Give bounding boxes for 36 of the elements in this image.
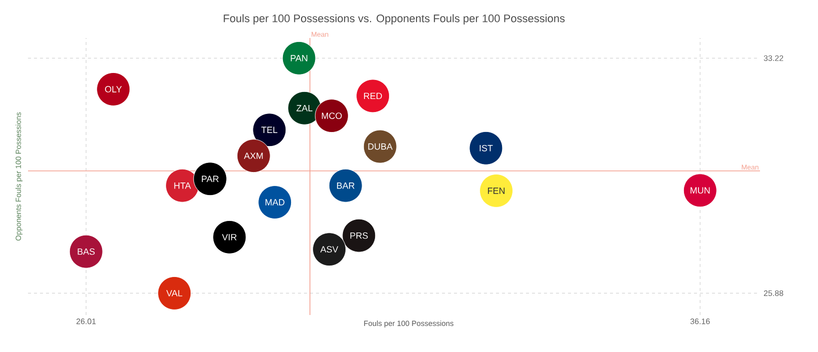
point xyxy=(282,41,316,75)
series-label: MAD xyxy=(266,199,284,206)
series-label: RED xyxy=(364,92,382,100)
y-tick-label: 33.22 xyxy=(764,55,784,61)
point xyxy=(469,131,503,165)
series-label: BAS xyxy=(78,248,95,255)
series-label: MCO xyxy=(322,112,342,119)
series-label: PAR xyxy=(202,176,219,182)
chart-title: Fouls per 100 Possessions vs. Opponents Fouls per 100 Possessions xyxy=(224,14,565,24)
series-label: ASV xyxy=(320,246,338,253)
point xyxy=(479,174,513,208)
series-label: VAL xyxy=(166,290,182,296)
series-label: HTA xyxy=(174,182,191,189)
series-label: MUN xyxy=(690,187,710,194)
point xyxy=(288,91,322,125)
x-tick-label: 36.16 xyxy=(690,318,710,324)
point xyxy=(328,168,362,202)
series-label: IST xyxy=(480,144,493,152)
point xyxy=(96,72,130,106)
x-tick-label: 26.01 xyxy=(76,318,96,324)
series-label: BAR xyxy=(337,182,354,189)
series-label: FEN xyxy=(488,188,505,194)
point xyxy=(166,168,200,202)
series-label: DUBA xyxy=(368,143,393,150)
series-label: OLY xyxy=(105,86,122,92)
y-tick-label: 25.88 xyxy=(764,290,784,296)
series-label: AXM xyxy=(244,152,263,159)
point xyxy=(252,113,286,147)
series-label: TEL xyxy=(261,126,278,133)
point xyxy=(158,276,192,310)
series-label: PAN xyxy=(290,55,308,62)
point xyxy=(212,220,246,254)
series-label: ZAL xyxy=(296,105,312,112)
point xyxy=(193,162,227,196)
series-label: VIR xyxy=(222,234,237,240)
series-label: PRS xyxy=(350,232,368,239)
